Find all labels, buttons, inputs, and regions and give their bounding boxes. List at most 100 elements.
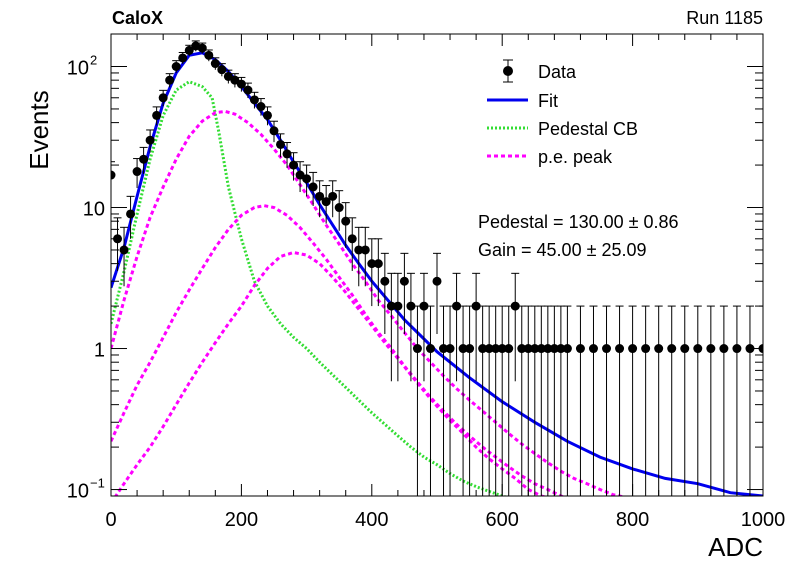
data-point bbox=[732, 305, 742, 496]
data-point-marker bbox=[588, 344, 598, 354]
data-point bbox=[373, 238, 383, 307]
data-point bbox=[236, 76, 246, 92]
legend-item-data: Data bbox=[503, 59, 577, 83]
data-point-marker bbox=[119, 245, 129, 255]
data-point-marker bbox=[145, 135, 155, 145]
data-point bbox=[380, 252, 390, 334]
data-point-marker bbox=[510, 301, 520, 311]
data-point bbox=[706, 305, 716, 496]
data-point-marker bbox=[256, 102, 266, 112]
data-point-marker bbox=[706, 344, 716, 354]
data-point bbox=[217, 63, 227, 77]
data-point bbox=[295, 161, 305, 193]
data-point bbox=[204, 49, 214, 62]
data-point-marker bbox=[575, 344, 585, 354]
legend-item-pe-peak: p.e. peak bbox=[487, 147, 613, 167]
data-point-marker bbox=[380, 276, 390, 286]
data-point-marker bbox=[308, 182, 318, 192]
data-point-marker bbox=[641, 344, 651, 354]
legend-label-data: Data bbox=[538, 62, 577, 82]
x-tick-label: 200 bbox=[225, 509, 258, 531]
data-point bbox=[132, 158, 142, 188]
data-point bbox=[719, 305, 729, 496]
data-point bbox=[276, 133, 286, 158]
pe-peak-curve-1 bbox=[111, 109, 627, 496]
data-point-marker bbox=[236, 79, 246, 89]
data-point-marker bbox=[399, 276, 409, 286]
data-point bbox=[484, 305, 494, 496]
data-point-marker bbox=[165, 75, 175, 85]
data-point bbox=[139, 146, 149, 174]
data-point bbox=[302, 164, 312, 197]
data-point bbox=[328, 180, 338, 218]
legend-data-marker bbox=[503, 66, 513, 76]
data-point-marker bbox=[732, 344, 742, 354]
y-axis-label: Events bbox=[24, 90, 54, 170]
data-point bbox=[530, 305, 540, 496]
annotation-gain: Gain = 45.00 ± 25.09 bbox=[478, 240, 647, 260]
data-point bbox=[334, 190, 344, 231]
data-point-marker bbox=[126, 209, 136, 219]
data-point-marker bbox=[139, 154, 149, 164]
data-point bbox=[628, 305, 638, 496]
data-point-marker bbox=[276, 139, 286, 149]
data-point-marker bbox=[243, 85, 253, 95]
data-point-marker bbox=[210, 59, 220, 69]
data-point-marker bbox=[347, 234, 357, 244]
data-point-marker bbox=[230, 75, 240, 85]
data-point bbox=[393, 272, 403, 382]
data-point bbox=[641, 305, 651, 496]
data-point bbox=[230, 73, 240, 88]
data-point-marker bbox=[334, 203, 344, 213]
data-point-marker bbox=[536, 344, 546, 354]
data-point-marker bbox=[471, 301, 481, 311]
data-point bbox=[289, 152, 299, 181]
data-point bbox=[269, 120, 279, 143]
data-point-marker bbox=[111, 170, 116, 180]
data-point-marker bbox=[719, 344, 729, 354]
data-point bbox=[341, 202, 351, 248]
legend-label-fit: Fit bbox=[538, 91, 558, 111]
data-point bbox=[399, 252, 409, 334]
y-tick-label: 10 bbox=[67, 481, 89, 503]
annotation-pedestal: Pedestal = 130.00 ± 0.86 bbox=[478, 212, 679, 232]
data-point-marker bbox=[360, 245, 370, 255]
data-point-marker bbox=[628, 344, 638, 354]
data-point-marker bbox=[269, 126, 279, 136]
data-point-marker bbox=[452, 301, 462, 311]
data-point-marker bbox=[184, 45, 194, 55]
data-point bbox=[680, 305, 690, 496]
data-point-marker bbox=[478, 344, 488, 354]
data-point-marker bbox=[302, 174, 312, 184]
data-point-marker bbox=[386, 301, 396, 311]
data-point-marker bbox=[425, 344, 435, 354]
y-tick-label: 1 bbox=[94, 340, 105, 362]
data-point bbox=[406, 272, 416, 382]
data-point bbox=[282, 142, 292, 168]
data-point bbox=[425, 305, 435, 496]
data-point-marker bbox=[562, 344, 572, 354]
data-point bbox=[223, 69, 233, 84]
legend-label-pe-peak: p.e. peak bbox=[538, 147, 613, 167]
x-tick-label: 400 bbox=[355, 509, 388, 531]
data-point-marker bbox=[393, 301, 403, 311]
x-tick-label: 0 bbox=[105, 509, 116, 531]
data-point-marker bbox=[667, 344, 677, 354]
x-tick-label: 800 bbox=[616, 509, 649, 531]
data-point-marker bbox=[484, 344, 494, 354]
data-point-marker bbox=[282, 149, 292, 159]
data-point-marker bbox=[152, 110, 162, 120]
data-point bbox=[562, 305, 572, 496]
data-point-marker bbox=[249, 95, 259, 105]
data-point-marker bbox=[373, 259, 383, 269]
data-point bbox=[158, 89, 168, 107]
data-point-marker bbox=[217, 65, 227, 75]
data-point-marker bbox=[406, 301, 416, 311]
data-point-marker bbox=[315, 191, 325, 201]
data-point-marker bbox=[197, 43, 207, 53]
data-point-marker bbox=[432, 276, 442, 286]
data-point bbox=[602, 305, 612, 496]
data-point bbox=[693, 305, 703, 496]
data-point bbox=[315, 180, 325, 218]
